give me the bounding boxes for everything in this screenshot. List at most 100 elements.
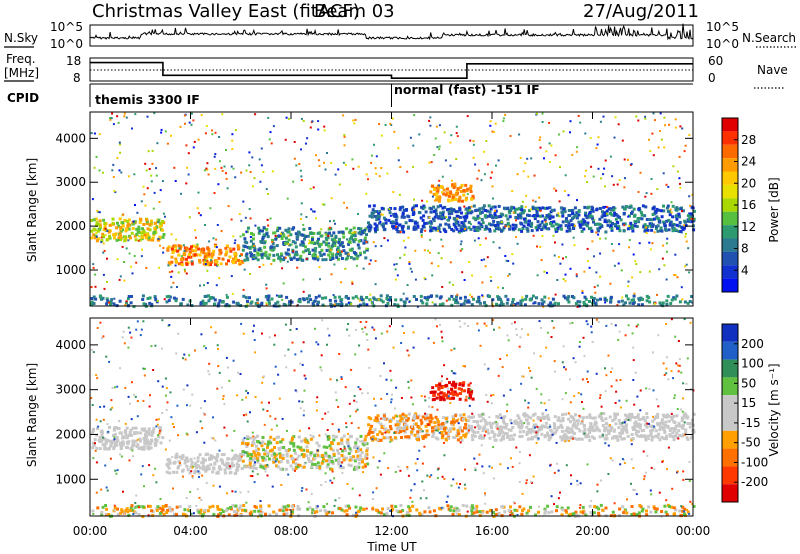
data-cell [674, 434, 678, 438]
data-cell [648, 424, 652, 428]
data-cell [123, 239, 127, 243]
data-cell [530, 481, 533, 484]
data-cell [378, 430, 382, 434]
data-cell [199, 508, 203, 512]
data-cell [478, 510, 482, 514]
data-cell [606, 212, 609, 215]
data-cell [410, 219, 414, 223]
data-cell [540, 214, 544, 218]
data-cell [532, 423, 536, 427]
data-cell [575, 437, 579, 441]
data-cell [455, 392, 459, 396]
data-cell [340, 242, 344, 246]
data-cell [490, 279, 493, 282]
data-cell [537, 426, 541, 430]
data-cell [404, 208, 408, 212]
data-cell [245, 230, 248, 233]
data-cell [232, 510, 236, 513]
data-cell [514, 216, 518, 219]
data-cell [101, 505, 105, 509]
data-cell [567, 224, 571, 228]
data-cell [323, 203, 326, 206]
data-cell [637, 119, 640, 122]
data-cell [333, 477, 336, 480]
data-cell [292, 435, 296, 439]
data-cell [688, 300, 692, 303]
data-cell [498, 246, 501, 249]
data-cell [328, 226, 331, 229]
data-cell [326, 152, 328, 154]
data-cell [453, 197, 457, 201]
data-cell [615, 436, 619, 440]
data-cell [182, 388, 185, 391]
data-cell [414, 412, 418, 416]
data-cell [404, 221, 408, 225]
data-cell [140, 231, 144, 235]
data-cell [360, 297, 364, 301]
data-cell [658, 428, 662, 432]
data-cell [464, 198, 468, 202]
data-cell [650, 218, 654, 222]
data-cell [178, 247, 181, 250]
data-cell [343, 134, 346, 136]
data-cell [463, 224, 467, 228]
data-cell [253, 436, 257, 440]
data-cell [190, 262, 194, 266]
data-cell [614, 422, 618, 426]
data-cell [245, 256, 249, 260]
data-cell [559, 423, 563, 427]
data-cell [515, 509, 519, 512]
data-cell [614, 324, 617, 327]
data-cell [226, 457, 230, 461]
data-cell [171, 251, 175, 254]
data-cell [675, 424, 679, 428]
data-cell [165, 470, 169, 474]
data-cell [421, 435, 425, 439]
data-cell [624, 301, 627, 305]
data-cell [681, 434, 684, 438]
data-cell [93, 438, 97, 441]
data-cell [582, 300, 586, 304]
data-cell [98, 447, 102, 451]
data-cell [554, 154, 557, 157]
data-cell [440, 185, 444, 189]
data-cell [434, 212, 438, 216]
data-cell [140, 255, 143, 258]
data-cell [196, 456, 200, 460]
data-cell [504, 423, 508, 427]
data-cell [412, 228, 416, 231]
data-cell [540, 259, 543, 262]
data-cell [112, 163, 115, 166]
data-cell [288, 243, 292, 247]
data-cell [688, 271, 691, 274]
data-cell [330, 460, 334, 464]
data-cell [625, 511, 629, 515]
data-cell [443, 131, 446, 134]
data-cell [446, 219, 449, 221]
data-cell [135, 261, 138, 264]
data-cell [425, 221, 429, 225]
data-cell [443, 228, 447, 232]
data-cell [340, 442, 344, 446]
data-cell [125, 507, 129, 511]
data-cell [408, 509, 412, 513]
data-cell [273, 231, 277, 235]
data-cell [637, 207, 641, 211]
data-cell [489, 223, 493, 227]
data-cell [510, 205, 514, 209]
data-cell [399, 231, 402, 233]
data-cell [470, 197, 474, 201]
data-cell [435, 125, 438, 128]
data-cell [596, 227, 600, 231]
data-cell [603, 214, 607, 218]
data-cell [98, 169, 101, 172]
data-cell [147, 238, 151, 242]
data-cell [339, 448, 342, 450]
data-cell [438, 124, 441, 127]
data-cell [365, 449, 369, 453]
data-cell [523, 303, 527, 307]
data-cell [395, 227, 399, 231]
data-cell [488, 213, 492, 217]
data-cell [548, 435, 551, 439]
data-cell [298, 507, 302, 511]
